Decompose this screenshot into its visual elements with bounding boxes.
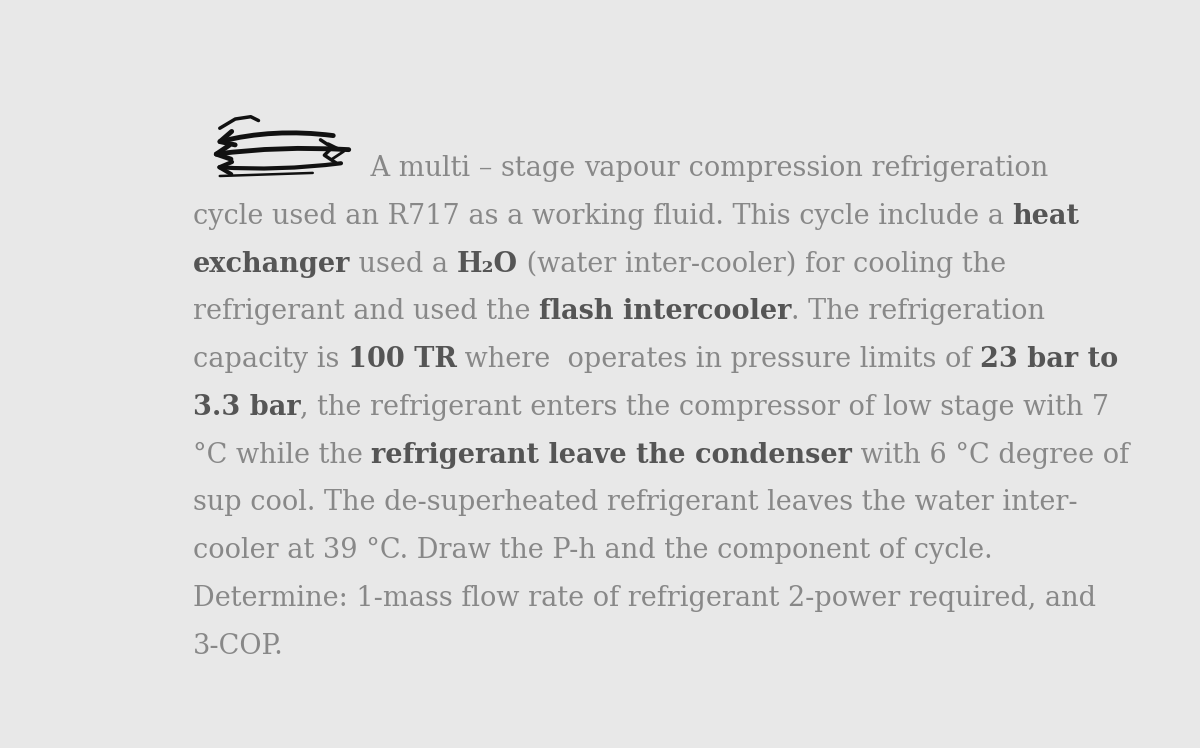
Text: refrigerant and used the: refrigerant and used the (193, 298, 539, 325)
Text: 3-COP.: 3-COP. (193, 633, 283, 660)
Text: , the refrigerant enters the compressor of low stage with 7: , the refrigerant enters the compressor … (300, 394, 1109, 421)
Text: 100 TR: 100 TR (348, 346, 456, 373)
Text: cooler at 39 °C. Draw the P-h and the component of cycle.: cooler at 39 °C. Draw the P-h and the co… (193, 537, 992, 564)
Text: used a: used a (350, 251, 457, 278)
Text: compression refrigeration: compression refrigeration (679, 156, 1048, 183)
Text: refrigerant leave the condenser: refrigerant leave the condenser (371, 441, 852, 469)
Text: capacity is: capacity is (193, 346, 348, 373)
Text: cycle used an R717 as a working fluid. This cycle include a: cycle used an R717 as a working fluid. T… (193, 203, 1013, 230)
Text: vapour: vapour (584, 156, 679, 183)
Text: °C while the: °C while the (193, 441, 371, 469)
Text: Determine: 1-mass flow rate of refrigerant 2-power required, and: Determine: 1-mass flow rate of refrigera… (193, 585, 1096, 612)
Text: (water inter-cooler) for cooling the: (water inter-cooler) for cooling the (517, 251, 1006, 278)
Text: 23 bar to: 23 bar to (980, 346, 1118, 373)
Text: exchanger: exchanger (193, 251, 350, 278)
Text: 3.3 bar: 3.3 bar (193, 394, 300, 421)
Text: A multi – stage: A multi – stage (336, 156, 584, 183)
Text: H₂O: H₂O (457, 251, 517, 278)
Text: . The refrigeration: . The refrigeration (791, 298, 1045, 325)
Text: with 6 °C degree of: with 6 °C degree of (852, 441, 1129, 469)
Text: where  operates in pressure limits of: where operates in pressure limits of (456, 346, 980, 373)
Text: flash intercooler: flash intercooler (539, 298, 791, 325)
Text: sup cool. The de-superheated refrigerant leaves the water inter-: sup cool. The de-superheated refrigerant… (193, 489, 1078, 516)
Text: heat: heat (1013, 203, 1079, 230)
